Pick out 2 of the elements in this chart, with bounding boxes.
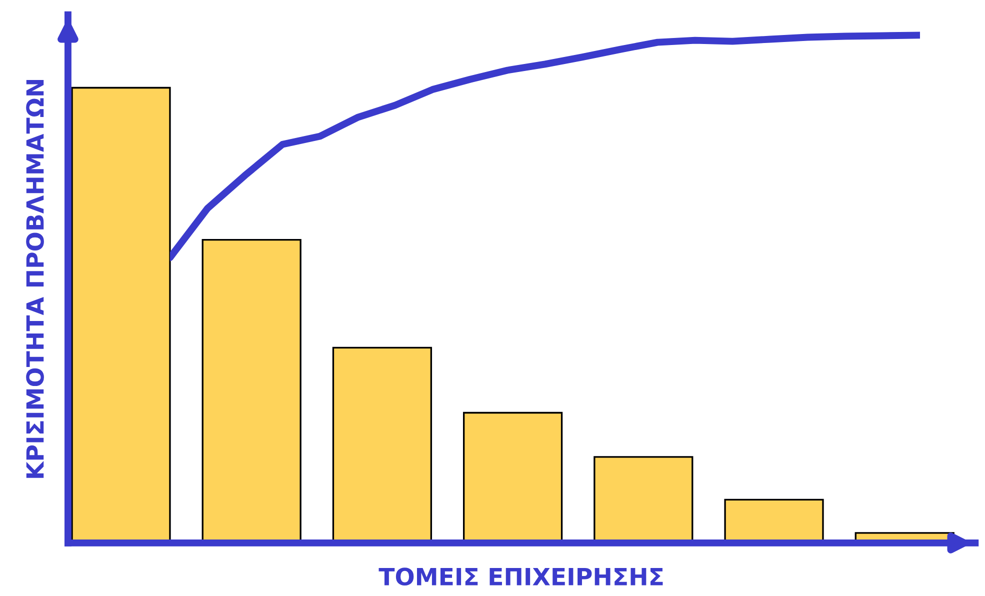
y-axis-title: ΚΡΙΣΙΜΟΤΗΤΑ ΠΡΟΒΛΗΜΑΤΩΝ bbox=[26, 80, 44, 478]
x-axis-title: ΤΟΜΕΙΣ ΕΠΙΧΕΙΡΗΣΗΣ bbox=[378, 568, 663, 586]
